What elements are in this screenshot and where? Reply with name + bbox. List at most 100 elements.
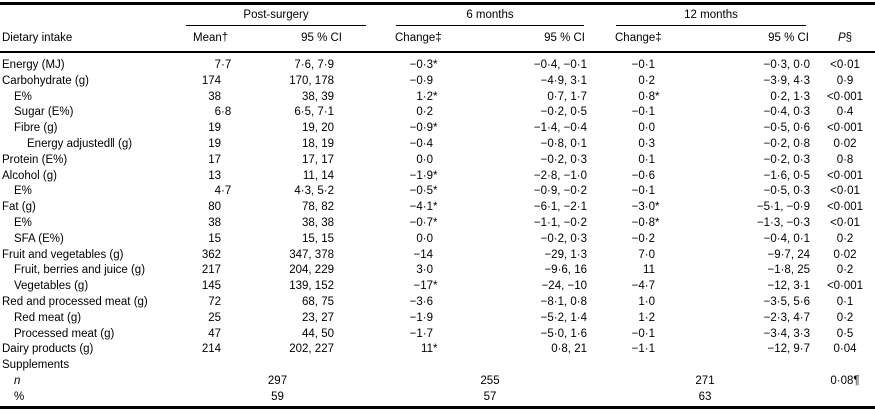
mean-cell: 19 xyxy=(185,121,250,137)
table-row: E% 4·7 4·3, 5·2 −0·5* −0·9, −0·2 −0·1 −0·5, 0·… xyxy=(0,184,875,200)
ci-6m-cell: −0·4, −0·1 xyxy=(533,59,587,71)
significance-asterisk: * xyxy=(433,201,438,214)
change-6m-cell: −3·6 xyxy=(370,295,460,311)
ci-post-cell: 15, 15 xyxy=(302,232,334,245)
ci-post-cell: 18, 19 xyxy=(302,137,334,150)
ci-12m-cell: 0·2, 1·3 xyxy=(770,90,811,103)
p-value-cell: <0·01 xyxy=(830,59,860,71)
table-row: Dairy products (g) 214 202, 227 11* 0·8, 21 −… xyxy=(0,342,875,358)
p-value-cell: <0·01 xyxy=(830,185,860,198)
change-12m-cell: −0·1 xyxy=(595,52,675,74)
row-label: Supplements xyxy=(2,359,70,372)
table-row: Supplements xyxy=(0,358,875,374)
ci-post-cell: 19, 20 xyxy=(302,122,334,135)
table-row: Energy (MJ) 7·7 7·6, 7·9 −0·3* −0·4, −0·1 −0·… xyxy=(0,52,875,74)
group-12-months: 12 months xyxy=(595,4,815,28)
table-row: Processed meat (g) 47 44, 50 −1·7 −5·0, 1·6 −… xyxy=(0,327,875,343)
significance-asterisk: * xyxy=(433,90,438,103)
change-6m-cell: −0·5* xyxy=(370,184,460,200)
change-value: −3·6 xyxy=(409,295,433,308)
change-6m-cell: −0·3* xyxy=(370,52,460,74)
change-value: −1·7 xyxy=(409,327,433,340)
ci-12m-cell: −0·4, 0·3 xyxy=(763,106,811,119)
change-value: 0·0 xyxy=(416,232,433,245)
table-row: Fruit and vegetables (g) 362 347, 378 −14 −2… xyxy=(0,248,875,264)
change-value: 1·2 xyxy=(638,311,655,324)
ci-post-cell: 78, 82 xyxy=(302,201,334,214)
spacer-cell xyxy=(815,4,875,28)
p-value-cell: 0·2 xyxy=(836,311,854,324)
ci-12m-cell: −12, 9·7 xyxy=(767,343,811,356)
p-value-cell: <0·001 xyxy=(826,201,864,214)
row-label: Fruit, berries and juice (g) xyxy=(14,264,146,277)
group-post-surgery: Post-surgery xyxy=(185,4,370,28)
p-value-cell: 0·02 xyxy=(833,248,857,261)
ci-12m-cell: −12, 3·1 xyxy=(767,280,811,293)
row-label: Vegetables (g) xyxy=(14,280,89,293)
row-label: Carbohydrate (g) xyxy=(2,74,89,87)
column-header-p: P§ xyxy=(815,27,875,53)
change-value: 11 xyxy=(421,343,433,356)
mean-integer: 174 xyxy=(201,74,221,87)
change-value: −0·5 xyxy=(409,185,433,198)
change-12m-cell: 11 xyxy=(595,263,675,279)
change-value: 11 xyxy=(643,264,655,277)
significance-asterisk: * xyxy=(655,216,660,229)
ci-12m-cell: −3·5, 5·6 xyxy=(763,295,811,308)
ci-post-cell: 4·3, 5·2 xyxy=(294,185,334,198)
mean-cell: 38 xyxy=(185,90,250,106)
mean-cell: 13 xyxy=(185,169,250,185)
ci-6m-cell: −5·0, 1·6 xyxy=(540,327,587,340)
ci-post-cell: 17, 17 xyxy=(302,153,334,166)
change-12m-cell: 0·0 xyxy=(595,121,675,137)
significance-asterisk: * xyxy=(433,343,438,356)
table-row: % 59 57 63 xyxy=(0,390,875,407)
ci-post-cell: 202, 227 xyxy=(289,343,334,356)
empty-cell xyxy=(370,358,460,374)
group-6-months-label: 6 months xyxy=(396,9,584,26)
table-row: Alcohol (g) 13 11, 14 −1·9* −2·8, −1·0 −0·6 −1… xyxy=(0,169,875,185)
row-label: % xyxy=(14,390,25,403)
change-12m-cell: 1·2 xyxy=(595,311,675,327)
change-6m-cell: −4·1* xyxy=(370,200,460,216)
empty-cell xyxy=(815,358,875,374)
ci-12m-cell: −3·4, 3·3 xyxy=(763,327,811,340)
change-6m-cell: −0·7* xyxy=(370,216,460,232)
ci-6m-cell: 0·7, 1·7 xyxy=(547,90,587,103)
empty-cell xyxy=(185,358,250,374)
mean-integer: 72 xyxy=(208,295,221,308)
ci-post-cell: 23, 27 xyxy=(302,311,334,324)
change-12m-cell: −0·2 xyxy=(595,232,675,248)
mean-integer: 145 xyxy=(201,280,221,293)
empty-cell xyxy=(250,358,370,374)
row-label: E% xyxy=(14,216,32,229)
change-value: −0·1 xyxy=(631,185,655,198)
table-row: Red and processed meat (g) 72 68, 75 −3·6 −8… xyxy=(0,295,875,311)
ci-6m-cell: −29, 1·3 xyxy=(544,248,587,261)
column-header-mean: Mean† xyxy=(185,27,250,53)
ci-6m-cell: −0·9, −0·2 xyxy=(533,185,587,198)
empty-cell xyxy=(460,358,595,374)
mean-integer: 7 xyxy=(214,59,221,71)
mean-integer: 13 xyxy=(208,169,221,182)
change-6m-cell: −0·9 xyxy=(370,74,460,90)
ci-post-cell: 6·5, 7·1 xyxy=(294,106,334,119)
row-label: Fat (g) xyxy=(2,201,36,214)
significance-asterisk: * xyxy=(433,216,438,229)
table-row: n 297 255 271 0·08¶ xyxy=(0,374,875,390)
group-value-post: 297 xyxy=(267,374,288,387)
ci-12m-cell: −0·5, 0·3 xyxy=(763,185,811,198)
significance-asterisk: * xyxy=(433,59,438,71)
change-value: −0·1 xyxy=(631,327,655,340)
p-value-cell: 0·8 xyxy=(836,153,854,166)
mean-integer: 15 xyxy=(208,232,221,245)
change-6m-cell: −1·9 xyxy=(370,311,460,327)
mean-cell: 72 xyxy=(185,295,250,311)
significance-asterisk: * xyxy=(433,122,438,135)
group-value-6m: 255 xyxy=(480,374,500,387)
row-label: Dairy products (g) xyxy=(2,343,94,356)
ci-post-cell: 68, 75 xyxy=(302,295,334,308)
change-value: 1·0 xyxy=(638,295,655,308)
change-value: −0·2 xyxy=(631,232,655,245)
p-header-symbol: § xyxy=(845,32,853,44)
